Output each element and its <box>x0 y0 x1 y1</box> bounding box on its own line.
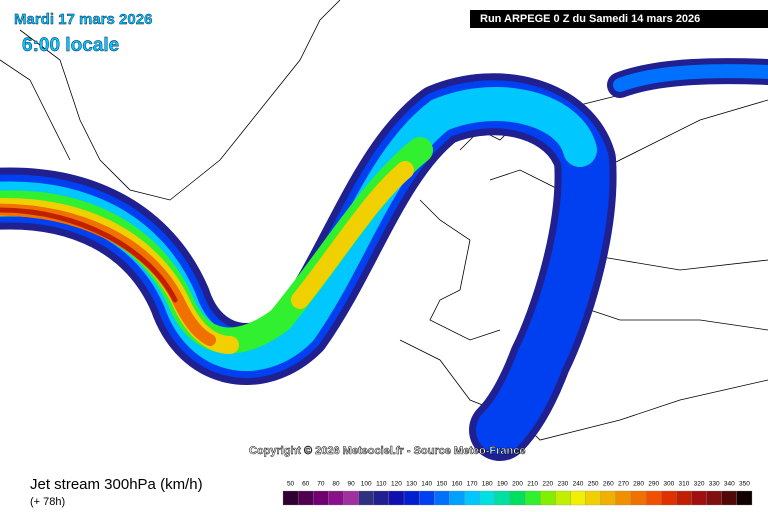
legend-swatch <box>524 490 541 506</box>
legend-swatch <box>645 490 662 506</box>
legend-swatch <box>494 490 511 506</box>
legend-label: 60 <box>302 481 310 488</box>
legend-label: 210 <box>527 481 538 488</box>
legend-swatch <box>691 490 707 506</box>
legend-label: 240 <box>573 481 584 488</box>
legend-swatch <box>373 490 390 506</box>
legend-label: 170 <box>467 481 478 488</box>
legend-swatch <box>313 490 329 506</box>
legend-label: 140 <box>421 481 432 488</box>
legend-label: 300 <box>663 481 674 488</box>
legend-label: 50 <box>287 481 295 488</box>
legend-swatch <box>464 490 480 506</box>
legend-swatch <box>540 490 556 506</box>
legend-label: 320 <box>694 481 705 488</box>
time: 6:00 locale <box>22 35 119 56</box>
legend-label: 100 <box>361 481 372 488</box>
legend-swatch <box>479 490 495 506</box>
legend-swatch <box>434 490 450 506</box>
legend-swatch <box>600 490 616 506</box>
legend-swatch <box>661 490 677 506</box>
date: Mardi 17 mars 2026 <box>14 11 152 28</box>
legend-swatch <box>555 490 571 506</box>
legend-label: 250 <box>588 481 599 488</box>
legend-swatch <box>328 490 344 506</box>
legend-swatch <box>721 490 738 506</box>
legend-swatch <box>736 490 753 506</box>
legend-label: 80 <box>332 481 340 488</box>
legend-label: 130 <box>406 481 417 488</box>
legend-swatch <box>449 490 465 506</box>
legend-label: 350 <box>739 481 750 488</box>
legend-label: 160 <box>452 481 463 488</box>
legend-label: 340 <box>724 481 735 488</box>
legend-label: 260 <box>603 481 614 488</box>
legend-swatch <box>403 490 420 506</box>
legend-swatch <box>282 490 299 506</box>
legend-swatch <box>585 490 601 506</box>
legend-label: 90 <box>347 481 355 488</box>
legend-label: 290 <box>648 481 659 488</box>
copyright: Copyright © 2026 Meteociel.fr - Source M… <box>249 445 525 457</box>
legend-label: 150 <box>436 481 447 488</box>
run-box <box>470 10 768 28</box>
legend-label: 230 <box>557 481 568 488</box>
legend: 50 60 70 80 90 100 110 120 130 140 150 160 170 180 190… <box>282 481 753 506</box>
legend-label: 190 <box>497 481 508 488</box>
legend-swatch <box>706 490 722 506</box>
legend-label: 200 <box>512 481 523 488</box>
legend-label: 70 <box>317 481 325 488</box>
legend-label: 280 <box>633 481 644 488</box>
lead-time: (+ 78h) <box>30 496 65 508</box>
legend-label: 310 <box>678 481 689 488</box>
legend-label: 270 <box>618 481 629 488</box>
legend-swatch <box>343 490 359 506</box>
legend-swatch <box>419 490 435 506</box>
legend-swatch <box>630 490 647 506</box>
legend-swatch <box>615 490 632 506</box>
legend-swatch <box>676 490 692 506</box>
legend-label: 220 <box>542 481 553 488</box>
legend-swatch <box>358 490 374 506</box>
legend-label: 120 <box>391 481 402 488</box>
legend-label: 330 <box>709 481 720 488</box>
legend-label: 110 <box>376 481 387 488</box>
legend-swatch <box>570 490 586 506</box>
legend-swatch <box>297 490 314 506</box>
legend-label: 180 <box>482 481 493 488</box>
footer-title: Jet stream 300hPa (km/h) <box>30 476 203 493</box>
legend-swatch <box>388 490 405 506</box>
legend-swatch <box>509 490 526 506</box>
jet-stream <box>0 58 768 461</box>
run: Run ARPEGE 0 Z du Samedi 14 mars 2026 <box>480 13 700 25</box>
